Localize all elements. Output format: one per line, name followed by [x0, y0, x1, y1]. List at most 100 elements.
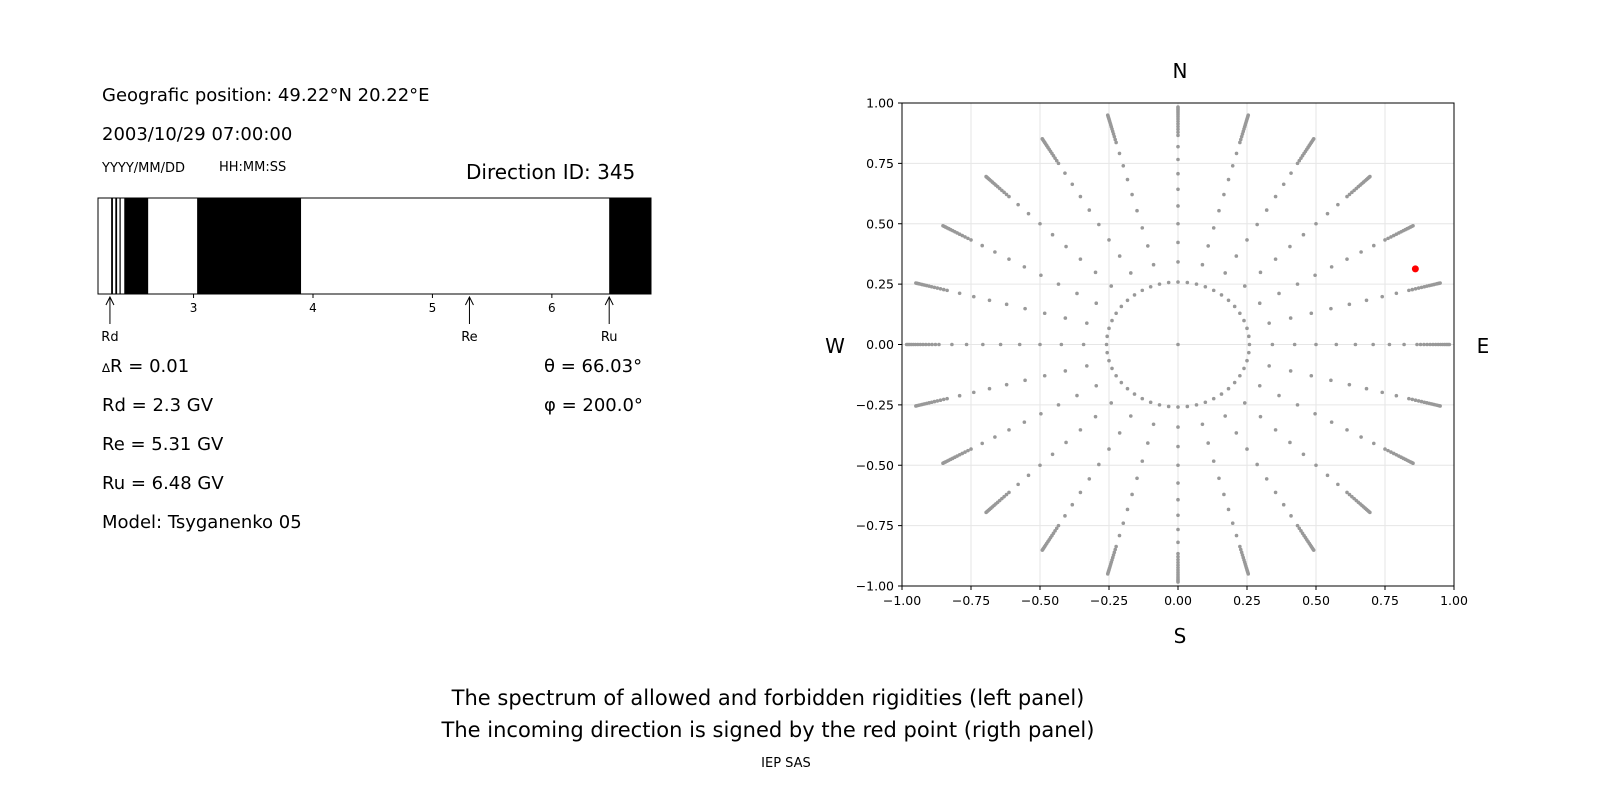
- direction-point: [941, 287, 946, 292]
- direction-point: [1273, 490, 1278, 495]
- direction-point: [1004, 302, 1009, 307]
- direction-point: [1176, 560, 1180, 565]
- direction-point: [1039, 273, 1043, 278]
- direction-point: [1407, 288, 1411, 293]
- direction-point: [1428, 342, 1432, 347]
- direction-point: [1347, 492, 1352, 497]
- direction-point: [1410, 287, 1415, 292]
- x-tick-label: −1.00: [883, 593, 921, 608]
- direction-point: [1206, 441, 1210, 445]
- direction-point: [1329, 420, 1334, 424]
- direction-point: [1125, 298, 1130, 303]
- direction-point: [1185, 404, 1190, 409]
- spectrum-tick-label: 5: [429, 301, 437, 315]
- x-tick-label: −0.50: [1021, 593, 1059, 608]
- direction-point: [1402, 342, 1406, 347]
- direction-point: [1176, 144, 1180, 149]
- direction-point: [1257, 383, 1262, 388]
- marker-arrowhead: [465, 295, 474, 306]
- direction-point: [1329, 306, 1333, 311]
- direction-point: [966, 448, 970, 453]
- direction-point: [1387, 342, 1392, 347]
- direction-point: [1438, 404, 1442, 408]
- direction-point: [1242, 284, 1247, 288]
- direction-point: [1125, 177, 1130, 182]
- direction-point: [1107, 358, 1111, 363]
- direction-point: [1063, 369, 1068, 373]
- direction-point: [981, 342, 985, 347]
- direction-point: [1264, 477, 1269, 481]
- forbidden-band: [119, 198, 121, 294]
- compass-west: W: [825, 334, 845, 358]
- direction-point: [1383, 447, 1387, 451]
- direction-point: [933, 342, 938, 347]
- direction-point: [1219, 392, 1224, 396]
- direction-point: [1119, 380, 1124, 385]
- direction-point: [1007, 428, 1011, 432]
- direction-point: [1368, 510, 1372, 515]
- direction-point: [1132, 293, 1137, 297]
- direction-point: [1117, 254, 1122, 258]
- x-tick-label: 0.25: [1233, 593, 1261, 608]
- direction-point: [1345, 428, 1349, 432]
- theta-value: θ = 66.03°: [544, 356, 643, 377]
- direction-point: [1273, 257, 1278, 261]
- direction-point: [1234, 431, 1239, 435]
- direction-point: [1419, 285, 1424, 290]
- direction-point: [1176, 221, 1180, 226]
- direction-point: [1203, 400, 1208, 405]
- direction-point: [1238, 140, 1242, 145]
- direction-point: [1135, 476, 1139, 481]
- direction-point: [1038, 221, 1042, 226]
- direction-point: [1230, 521, 1235, 525]
- direction-point: [941, 223, 945, 228]
- direction-point: [1245, 238, 1249, 242]
- direction-point: [1078, 194, 1083, 199]
- direction-point: [1334, 342, 1339, 347]
- y-tick-label: −0.50: [856, 458, 894, 473]
- direction-point: [1056, 282, 1061, 286]
- direction-point: [1056, 403, 1061, 407]
- direction-point: [1211, 288, 1216, 293]
- direction-point: [1226, 507, 1231, 512]
- direction-point: [1135, 208, 1139, 213]
- direction-point: [1211, 226, 1216, 230]
- direction-point: [1140, 459, 1145, 463]
- date-format-label: YYYY/MM/DD: [102, 161, 185, 176]
- direction-point: [1042, 373, 1047, 378]
- direction-point: [1050, 232, 1055, 237]
- direction-point: [1364, 386, 1369, 391]
- y-tick-label: 0.75: [866, 156, 894, 171]
- direction-point: [1125, 386, 1130, 391]
- direction-point: [1176, 554, 1180, 559]
- direction-point: [1211, 459, 1216, 463]
- direction-point: [1289, 514, 1293, 518]
- direction-point: [945, 288, 949, 293]
- x-tick-label: 0.50: [1302, 593, 1330, 608]
- direction-point: [1194, 403, 1199, 407]
- direction-point: [987, 298, 992, 303]
- direction-point: [1004, 382, 1009, 387]
- direction-point: [1114, 544, 1118, 549]
- direction-point: [1277, 393, 1281, 398]
- direction-point: [1176, 463, 1180, 468]
- direction-point: [1176, 260, 1180, 264]
- direction-point: [1431, 342, 1435, 347]
- direction-point: [1105, 350, 1109, 355]
- direction-point: [1117, 431, 1122, 435]
- direction-point: [1114, 311, 1118, 316]
- direction-point: [1107, 447, 1111, 451]
- direction-point: [1239, 134, 1244, 139]
- direction-point: [1258, 414, 1263, 419]
- direction-point: [971, 390, 976, 395]
- direction-point: [914, 404, 918, 408]
- direction-point: [957, 393, 962, 398]
- direction-point: [1238, 547, 1243, 552]
- direction-point: [1070, 182, 1075, 187]
- direction-point: [1232, 304, 1237, 309]
- direction-point: [1313, 273, 1317, 278]
- direction-point: [1023, 378, 1027, 383]
- direction-point: [1087, 477, 1092, 481]
- direction-point: [1255, 222, 1259, 227]
- direction-point: [1273, 194, 1278, 199]
